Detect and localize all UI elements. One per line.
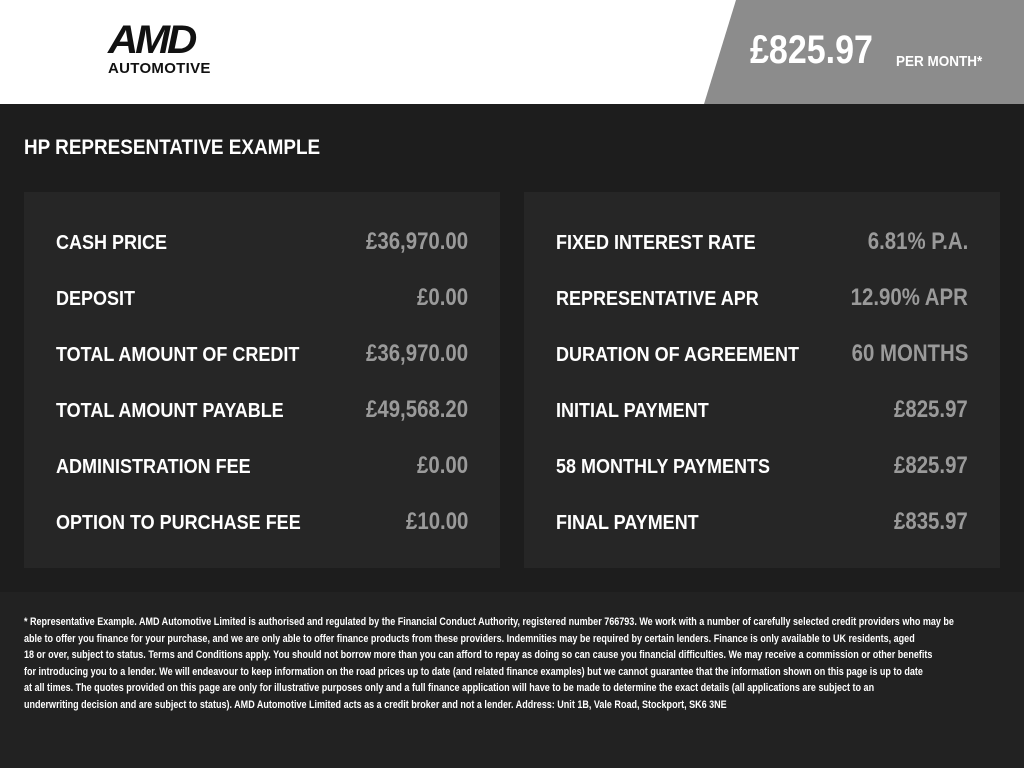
disclaimer-line: at all times. The quotes provided on thi… xyxy=(24,682,875,694)
finance-label: 58 MONTHLY PAYMENTS xyxy=(556,456,771,478)
finance-label: FINAL PAYMENT xyxy=(556,512,699,534)
per-month-label: PER MONTH* xyxy=(896,53,983,70)
finance-label: INITIAL PAYMENT xyxy=(556,400,709,422)
finance-value: £825.97 xyxy=(894,452,968,479)
finance-value: 60 MONTHS xyxy=(851,340,968,367)
finance-row: DEPOSIT £0.00 xyxy=(56,284,468,314)
finance-row: DURATION OF AGREEMENT 60 MONTHS xyxy=(556,340,968,370)
finance-row: FIXED INTEREST RATE 6.81% P.A. xyxy=(556,228,968,258)
finance-row: TOTAL AMOUNT PAYABLE £49,568.20 xyxy=(56,396,468,426)
disclaimer-line: able to offer you finance for your purch… xyxy=(24,632,915,645)
logo-subtext: AUTOMOTIVE xyxy=(108,60,211,77)
header: AMD AUTOMOTIVE £825.97 PER MONTH* xyxy=(0,0,1024,104)
finance-label: DURATION OF AGREEMENT xyxy=(556,344,799,366)
finance-label: TOTAL AMOUNT OF CREDIT xyxy=(56,344,300,366)
disclaimer-line: * Representative Example. AMD Automotive… xyxy=(24,616,954,628)
finance-row: INITIAL PAYMENT £825.97 xyxy=(556,396,968,426)
finance-row: OPTION TO PURCHASE FEE £10.00 xyxy=(56,508,468,538)
finance-row: REPRESENTATIVE APR 12.90% APR xyxy=(556,284,968,314)
price-banner xyxy=(704,0,1024,104)
finance-label: ADMINISTRATION FEE xyxy=(56,456,251,478)
amd-automotive-logo[interactable]: AMD AUTOMOTIVE xyxy=(108,18,228,80)
finance-value: £49,568.20 xyxy=(365,396,468,423)
logo-text: AMD xyxy=(107,18,197,62)
monthly-price: £825.97 xyxy=(750,28,873,72)
finance-value: £0.00 xyxy=(416,452,468,479)
finance-panel-left: CASH PRICE £36,970.00 DEPOSIT £0.00 TOTAL AM… xyxy=(24,192,500,568)
finance-value: 12.90% APR xyxy=(850,284,968,311)
finance-row: CASH PRICE £36,970.00 xyxy=(56,228,468,258)
finance-value: £36,970.00 xyxy=(365,228,468,255)
finance-value: 6.81% P.A. xyxy=(867,228,968,255)
finance-value: £825.97 xyxy=(894,396,968,423)
finance-row: ADMINISTRATION FEE £0.00 xyxy=(56,452,468,482)
finance-label: DEPOSIT xyxy=(56,288,136,310)
finance-row: TOTAL AMOUNT OF CREDIT £36,970.00 xyxy=(56,340,468,370)
finance-label: OPTION TO PURCHASE FEE xyxy=(56,512,301,534)
disclaimer-line: underwriting decision and are subject to… xyxy=(24,698,727,711)
finance-row: 58 MONTHLY PAYMENTS £825.97 xyxy=(556,452,968,482)
disclaimer-line: for introducing you to a lender. We will… xyxy=(24,665,923,678)
finance-panel-right: FIXED INTEREST RATE 6.81% P.A. REPRESENTAT… xyxy=(524,192,1000,568)
finance-value: £0.00 xyxy=(416,284,468,311)
finance-row: FINAL PAYMENT £835.97 xyxy=(556,508,968,538)
finance-label: TOTAL AMOUNT PAYABLE xyxy=(56,400,284,422)
finance-value: £10.00 xyxy=(405,508,468,535)
disclaimer: * Representative Example. AMD Automotive… xyxy=(0,592,1024,768)
finance-label: CASH PRICE xyxy=(56,232,168,254)
finance-value: £36,970.00 xyxy=(365,340,468,367)
finance-label: FIXED INTEREST RATE xyxy=(556,232,756,254)
section-title: HP REPRESENTATIVE EXAMPLE xyxy=(24,136,321,159)
finance-value: £835.97 xyxy=(894,508,968,535)
finance-label: REPRESENTATIVE APR xyxy=(556,288,759,310)
disclaimer-line: 18 or over, subject to status. Terms and… xyxy=(24,649,933,661)
